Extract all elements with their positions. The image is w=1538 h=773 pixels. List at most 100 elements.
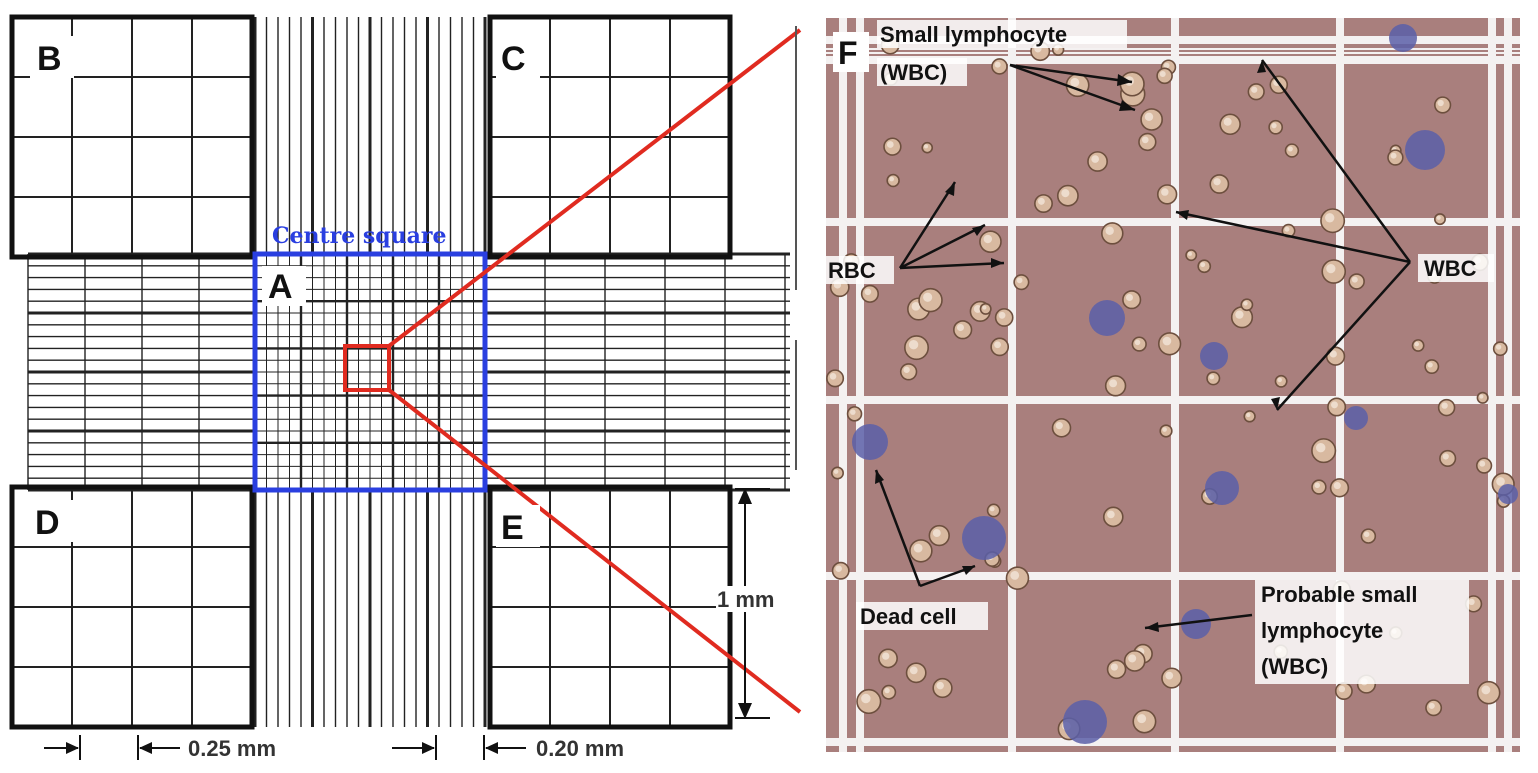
- rbc-highlight: [911, 302, 921, 311]
- rbc-highlight: [1427, 362, 1433, 368]
- rbc-highlight: [909, 666, 918, 675]
- rbc-highlight: [1390, 152, 1397, 159]
- micro-grid-vline: [1008, 18, 1016, 752]
- label-d: D: [35, 504, 60, 542]
- micro-grid-hline: [826, 52, 1520, 54]
- rbc-highlight: [1010, 571, 1020, 580]
- square-b: [9, 14, 255, 260]
- rbc-highlight: [1061, 189, 1070, 198]
- rbc-highlight: [835, 565, 842, 572]
- rbc-highlight: [1496, 477, 1505, 486]
- micro-grid-vline: [1488, 18, 1496, 752]
- rbc-highlight: [1162, 427, 1167, 432]
- hemocytometer-grid: [12, 17, 790, 727]
- micro-grid-hline: [826, 56, 1520, 64]
- micro-grid-vline: [1504, 18, 1512, 752]
- rbc-highlight: [1105, 226, 1114, 235]
- rbc-highlight: [1109, 379, 1118, 388]
- square-d: [9, 484, 255, 730]
- rbc-highlight: [1277, 377, 1282, 383]
- label-b: B: [37, 40, 62, 78]
- rbc-highlight: [1110, 663, 1118, 671]
- rbc-highlight: [1165, 671, 1174, 680]
- annot-small-lymphocyte-2: (WBC): [880, 60, 947, 85]
- annot-small-lymphocyte-1: Small lymphocyte: [880, 22, 1067, 47]
- rbc-highlight: [829, 372, 837, 380]
- rbc-highlight: [1326, 264, 1336, 274]
- wbc-cell: [1063, 700, 1107, 744]
- rbc-highlight: [1235, 310, 1244, 319]
- rbc-highlight: [908, 340, 919, 350]
- rbc-highlight: [1338, 685, 1346, 693]
- rbc-highlight: [1428, 702, 1435, 709]
- micrograph-panel: F Small lymphocyte (WBC) RBC WBC Dead ce…: [826, 18, 1520, 752]
- rbc-highlight: [884, 687, 890, 694]
- rbc-highlight: [982, 305, 987, 310]
- rbc-highlight: [1144, 112, 1154, 122]
- arrow-heads: [875, 60, 1280, 632]
- wbc-cell: [852, 424, 888, 460]
- micro-grid-vline: [1171, 18, 1179, 752]
- rbc-highlight: [1441, 402, 1448, 409]
- rbc-highlight: [1468, 598, 1475, 606]
- rbc-highlight: [861, 693, 871, 704]
- micro-grid-vline: [856, 18, 864, 752]
- rbc-highlight: [1333, 482, 1341, 490]
- dim-025-label: 0.25 mm: [188, 736, 276, 761]
- rbc-highlight: [1161, 188, 1169, 196]
- rbc-highlight: [1128, 654, 1137, 663]
- rbc-highlight: [1314, 482, 1320, 489]
- rbc-highlight: [1137, 714, 1147, 724]
- rbc-highlight: [989, 506, 995, 512]
- rbc-highlight: [1243, 301, 1248, 306]
- rbc-highlight: [994, 61, 1001, 68]
- annot-probable-3: (WBC): [1261, 654, 1328, 679]
- annot-probable-1: Probable small: [1261, 582, 1418, 607]
- rbc-highlight: [973, 305, 982, 313]
- label-c: C: [501, 40, 526, 78]
- micrograph-grid: [826, 18, 1520, 752]
- rbc-highlight: [1287, 146, 1293, 152]
- rbc-highlight: [1016, 277, 1023, 284]
- dim-1mm-label: 1 mm: [717, 587, 774, 612]
- annot-wbc: WBC: [1424, 256, 1477, 281]
- rbc-highlight: [923, 292, 933, 302]
- rbc-highlight: [1251, 86, 1258, 93]
- rbc-highlight: [1479, 394, 1484, 399]
- wbc-cell: [1405, 130, 1445, 170]
- rbc-highlight: [1325, 213, 1335, 223]
- micro-grid-hline: [826, 738, 1520, 746]
- rbc-highlight: [956, 324, 964, 332]
- annot-rbc: RBC: [828, 258, 876, 283]
- wbc-cell: [1200, 342, 1228, 370]
- micro-grid-vline: [1336, 18, 1344, 752]
- micro-grid-hline: [826, 396, 1520, 404]
- wbc-cell: [1498, 484, 1518, 504]
- annotation-arrows: [874, 59, 1412, 630]
- rbc-highlight: [1187, 251, 1192, 256]
- rbc-highlight: [864, 288, 872, 296]
- rbc-highlight: [1479, 460, 1486, 467]
- rbc-highlight: [1091, 155, 1100, 163]
- dim-1mm-arrow-bottom: [738, 703, 752, 719]
- rbc-highlight: [1329, 350, 1337, 358]
- rbc-highlight: [1330, 401, 1338, 409]
- panel-label-f: F: [838, 35, 858, 71]
- wbc-cell: [1344, 406, 1368, 430]
- rbc-highlight: [1162, 336, 1172, 346]
- micro-grid-hline: [826, 572, 1520, 580]
- rbc-highlight: [1125, 293, 1134, 302]
- rbc-highlight: [833, 469, 839, 474]
- rbc-highlight: [1442, 453, 1449, 460]
- rbc-highlight: [1437, 99, 1444, 107]
- rbc-highlight: [1209, 374, 1215, 380]
- rbc-highlight: [1436, 215, 1441, 220]
- micro-grid-hline: [826, 48, 1520, 50]
- rbc-highlight: [882, 652, 890, 660]
- rbc-highlight: [1213, 178, 1221, 186]
- centre-square: [252, 251, 488, 493]
- zoom-line-top: [387, 28, 802, 348]
- rbc-highlight: [1159, 70, 1166, 77]
- rbc-highlight: [1223, 117, 1232, 126]
